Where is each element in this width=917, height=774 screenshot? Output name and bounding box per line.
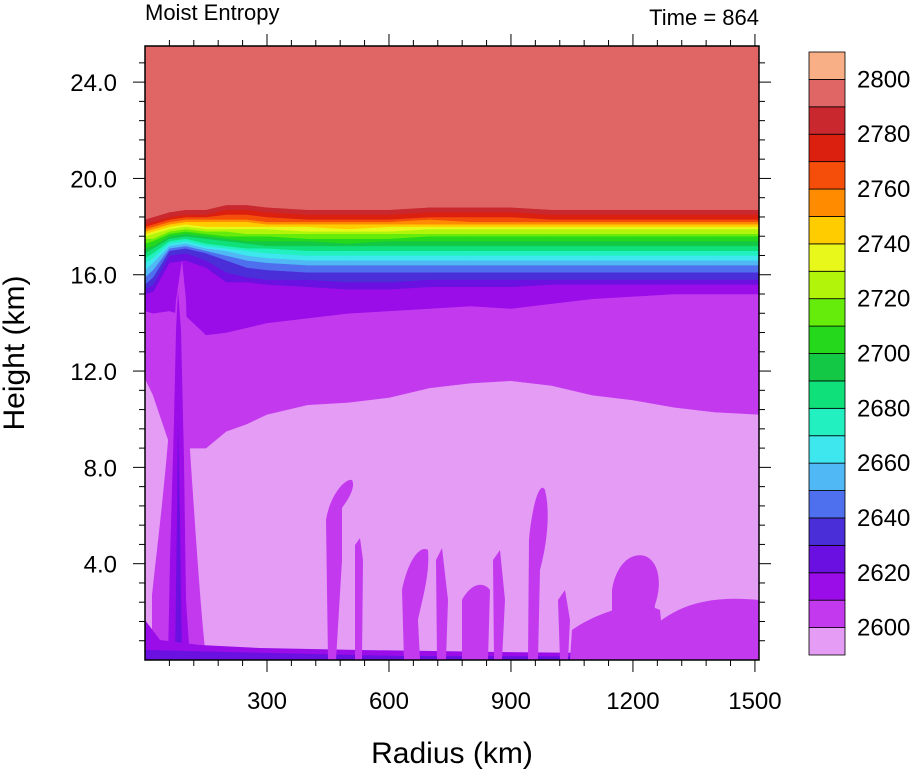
convective-plume-11 — [650, 598, 759, 660]
colorbar-swatch — [808, 407, 846, 437]
colorbar-swatch — [808, 270, 846, 300]
y-tick-label: 16.0 — [70, 263, 117, 290]
colorbar-label: 2600 — [857, 615, 910, 642]
y-tick-label: 8.0 — [84, 455, 117, 482]
x-axis-label: Radius (km) — [371, 737, 533, 770]
colorbar-label: 2700 — [857, 341, 910, 368]
convective-plume-8 — [558, 590, 570, 660]
eyewall-center — [175, 420, 182, 660]
contour-fills — [145, 46, 759, 660]
convective-features — [145, 260, 759, 660]
colorbar-swatch — [808, 161, 846, 190]
convective-plume-1 — [326, 479, 354, 660]
colorbar-label: 2620 — [857, 560, 910, 587]
y-tick-label: 12.0 — [70, 359, 117, 386]
x-tick-label: 900 — [491, 688, 531, 715]
x-tick-label: 1200 — [606, 688, 659, 715]
shade-band-2790 — [145, 46, 759, 220]
y-axis-label: Height (km) — [0, 275, 31, 430]
convective-plume-6 — [493, 550, 505, 660]
x-tick-label: 300 — [247, 688, 287, 715]
colorbar-swatch — [808, 572, 846, 601]
x-tick-label: 600 — [369, 688, 409, 715]
convective-plume-7 — [528, 487, 548, 660]
colorbar-swatch — [808, 216, 846, 245]
colorbar-label: 2660 — [857, 450, 910, 477]
colorbar-swatch — [808, 599, 846, 628]
colorbar-label: 2680 — [857, 395, 910, 422]
colorbar-swatch — [808, 298, 846, 327]
colorbar-swatch — [808, 490, 846, 519]
colorbar-swatch — [808, 544, 846, 574]
colorbar-label: 2780 — [857, 121, 910, 148]
colorbar-swatch — [808, 353, 846, 382]
x-tick-label: 1500 — [728, 688, 781, 715]
colorbar-label: 2740 — [857, 231, 910, 258]
colorbar-label: 2640 — [857, 505, 910, 532]
colorbar-label: 2800 — [857, 66, 910, 93]
colorbar-swatch — [808, 51, 846, 80]
convective-plume-3 — [402, 549, 429, 660]
axis-ticks: 300 600 900 1200 1500 4.0 8.0 12.0 16.0 20.0 24.0 — [70, 34, 782, 715]
convective-plume-4 — [436, 548, 448, 660]
colorbar-swatch — [808, 380, 846, 409]
colorbar: 2600 2620 2640 2660 2680 2700 2720 2740 2760 2780… — [808, 51, 910, 656]
y-tick-label: 4.0 — [84, 552, 117, 579]
colorbar-label: 2760 — [857, 176, 910, 203]
colorbar-swatch — [808, 243, 846, 272]
colorbar-swatch — [808, 325, 846, 354]
colorbar-swatch — [808, 627, 846, 656]
colorbar-swatch — [808, 79, 846, 108]
colorbar-swatch — [808, 133, 846, 163]
colorbar-swatch — [808, 106, 846, 135]
colorbar-label: 2720 — [857, 286, 910, 313]
plot-frame — [144, 45, 760, 661]
convective-plume-10 — [612, 555, 659, 660]
colorbar-swatch — [808, 462, 846, 491]
chart-title-left: Moist Entropy — [145, 0, 280, 25]
convective-plume-2 — [355, 538, 363, 660]
y-tick-label: 24.0 — [70, 70, 117, 97]
colorbar-swatch — [808, 517, 846, 546]
boundary-layer-band — [145, 620, 759, 660]
convective-plume-5 — [462, 584, 490, 660]
chart-title-right: Time = 864 — [649, 5, 759, 30]
y-tick-label: 20.0 — [70, 166, 117, 193]
colorbar-swatch — [808, 188, 846, 217]
colorbar-swatch — [808, 435, 846, 464]
